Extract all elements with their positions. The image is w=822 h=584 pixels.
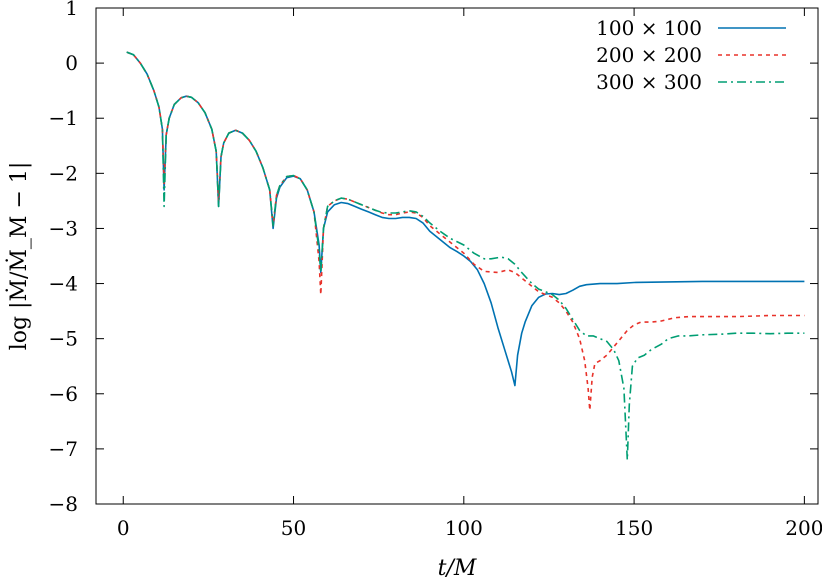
y-tick-label: −4: [49, 272, 78, 296]
y-tick-label: −6: [49, 382, 78, 406]
y-tick-label: −2: [49, 161, 78, 185]
x-tick-label: 50: [281, 516, 306, 540]
y-tick-label: 0: [65, 51, 78, 75]
y-tick-label: −5: [49, 327, 78, 351]
x-tick-label: 150: [615, 516, 653, 540]
series-line-2: [126, 51, 805, 412]
legend: 100 × 100 200 × 200 300 × 300: [596, 16, 786, 94]
series-layer: [126, 51, 805, 461]
series-line-3: [126, 51, 805, 461]
legend-label-2: 200 × 200: [596, 43, 702, 67]
y-axis: 1 0 −1 −2 −3 −4 −5 −6 −7 −8: [49, 0, 818, 516]
x-tick-label: 0: [117, 516, 130, 540]
y-tick-label: −7: [49, 437, 78, 461]
x-axis: 0 50 100 150 200: [117, 8, 822, 540]
legend-label-1: 100 × 100: [596, 16, 702, 40]
x-tick-label: 100: [445, 516, 483, 540]
legend-label-3: 300 × 300: [596, 70, 702, 94]
y-tick-label: 1: [65, 0, 78, 20]
y-axis-label: log |Ṁ/Ṁ_M − 1|: [5, 162, 32, 351]
y-tick-label: −1: [49, 106, 78, 130]
x-axis-label: t/M: [438, 556, 477, 581]
plot-frame: [95, 7, 819, 505]
y-tick-label: −8: [49, 492, 78, 516]
x-tick-label: 200: [785, 516, 822, 540]
y-tick-label: −3: [49, 216, 78, 240]
